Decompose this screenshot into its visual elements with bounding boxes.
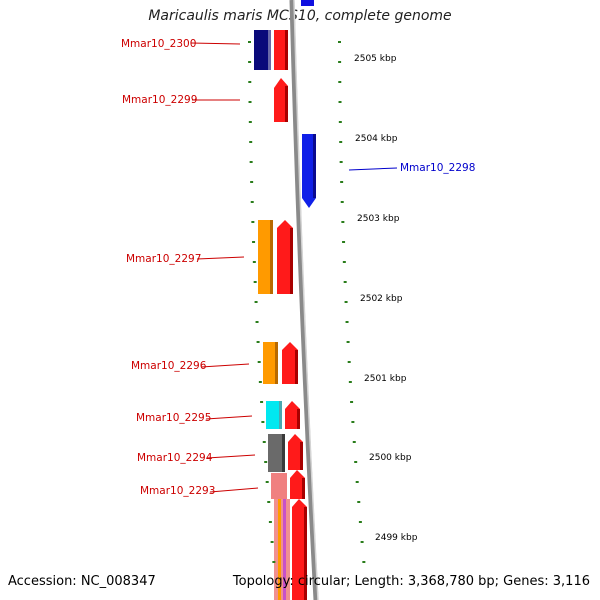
cog-bar-bottom-violet — [283, 499, 286, 600]
gene-leader-line — [190, 42, 241, 45]
gene-label[interactable]: Mmar10_2296 — [131, 360, 207, 372]
gene-labels: Mmar10_2300 Mmar10_2299 Mmar10_2298 Mmar10_… — [121, 38, 475, 497]
gene-label[interactable]: Mmar10_2298 — [400, 162, 475, 174]
gene-label[interactable]: Mmar10_2297 — [126, 253, 201, 265]
cog-bar-2297[interactable] — [258, 220, 272, 294]
gene-label[interactable]: Mmar10_2300 — [121, 38, 196, 50]
ruler-labels: 2505 kbp 2504 kbp 2503 kbp 2502 kbp 2501 kbp… — [354, 54, 418, 543]
partial-feature-top[interactable] — [301, 0, 314, 6]
cog-bar-2295[interactable] — [266, 401, 281, 429]
cog-bar-2293[interactable] — [271, 473, 287, 499]
cog-bar-2296-edge — [275, 342, 278, 384]
feature-row-2297[interactable] — [258, 220, 293, 294]
cds-arrow-bottom[interactable] — [292, 499, 307, 600]
ruler-label: 2502 kbp — [360, 294, 403, 304]
cds-arrow-2295-shade — [297, 409, 300, 429]
feature-row-2293[interactable] — [271, 470, 305, 499]
ruler-label: 2500 kbp — [369, 453, 412, 463]
feature-row-bottom[interactable] — [274, 499, 307, 600]
ruler-label: 2501 kbp — [364, 374, 407, 384]
cds-arrow-2297-shade — [290, 228, 293, 294]
gene-label[interactable]: Mmar10_2294 — [137, 452, 213, 464]
cds-arrow-2300-shade — [285, 30, 288, 70]
map-title: Maricaulis maris MCS10, complete genome — [148, 8, 452, 24]
gene-leader-line — [200, 363, 250, 368]
ruler-label: 2503 kbp — [357, 214, 400, 224]
gene-leader-line — [348, 167, 398, 171]
cds-arrow-2294-shade — [300, 442, 303, 470]
gene-label[interactable]: Mmar10_2295 — [136, 412, 211, 424]
cds-arrow-2295[interactable] — [285, 401, 300, 429]
cog-bar-2300[interactable] — [254, 30, 269, 70]
cds-arrow-2297[interactable] — [277, 220, 293, 294]
cds-arrow-2296-shade — [295, 350, 298, 384]
cog-bar-2296[interactable] — [263, 342, 277, 384]
cds-arrow-bottom-shade — [304, 507, 307, 600]
gene-leader-line — [205, 415, 253, 420]
cds-arrow-2298-shade — [313, 134, 316, 198]
gene-leader-line — [196, 256, 245, 260]
cog-bar-2300-edge — [268, 30, 271, 70]
cds-arrow-2293[interactable] — [290, 470, 305, 499]
feature-row-2295[interactable] — [266, 401, 300, 429]
tick-ring-outer — [338, 41, 366, 563]
genome-backbone — [289, 0, 319, 600]
cds-arrow-2299-shade — [285, 86, 288, 122]
genome-backbone-highlight — [293, 0, 319, 600]
feature-row-2294[interactable] — [268, 434, 303, 472]
gene-label[interactable]: Mmar10_2299 — [122, 94, 197, 106]
gene-leader-line — [209, 487, 259, 493]
cds-arrow-2299[interactable] — [274, 78, 288, 122]
feature-row-2300[interactable] — [254, 30, 288, 70]
ruler-label: 2499 kbp — [375, 533, 418, 543]
tick-ring-inner — [248, 41, 276, 563]
cds-arrow-2293-shade — [302, 478, 305, 499]
cds-arrow-2300[interactable] — [274, 30, 288, 70]
gene-label[interactable]: Mmar10_2293 — [140, 485, 215, 497]
cds-arrow-2294[interactable] — [288, 434, 303, 470]
cds-arrow-2298[interactable] — [302, 134, 316, 208]
cog-bar-2295-edge — [279, 401, 282, 429]
ruler-label: 2505 kbp — [354, 54, 397, 64]
gene-leader-line — [206, 454, 256, 459]
ruler-label: 2504 kbp — [355, 134, 398, 144]
topology-summary: Topology: circular; Length: 3,368,780 bp… — [232, 574, 590, 589]
cog-bar-bottom-orange — [278, 499, 281, 600]
cog-bar-2297-edge — [270, 220, 273, 294]
cog-bar-2294[interactable] — [268, 434, 284, 472]
feature-row-2296[interactable] — [263, 342, 298, 384]
accession-text: Accession: NC_008347 — [8, 574, 156, 589]
cds-arrow-2296[interactable] — [282, 342, 298, 384]
cog-bar-2294-edge — [282, 434, 285, 472]
